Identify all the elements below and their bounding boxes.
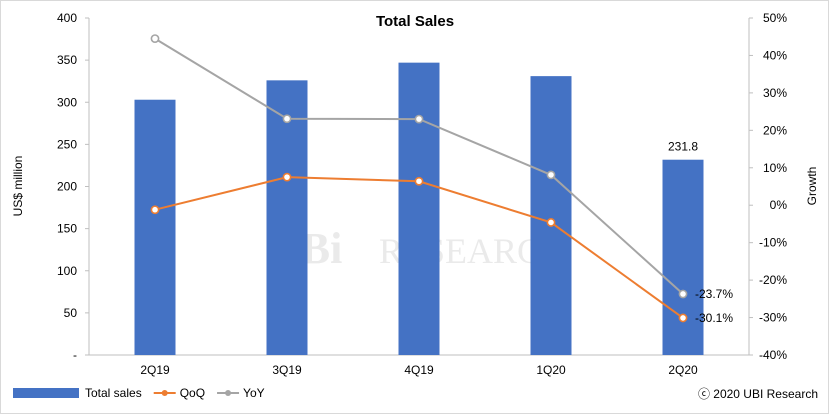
y-left-tick-label: 150 [57,222,77,236]
x-tick-label: 4Q19 [404,363,434,377]
point-qoq [546,218,556,227]
y-right-tick-label: 10% [763,161,787,175]
legend-swatch-marker [161,390,168,396]
bar [134,99,176,355]
point-qoq [282,172,292,182]
y-axis-right-label: Growth [805,167,819,206]
y-right-tick-label: 30% [763,86,787,100]
x-tick-label: 2Q20 [668,363,698,377]
y-right-tick-label: 20% [763,123,787,137]
data-label: -30.1% [695,311,733,325]
legend-label: Total sales [85,386,142,400]
x-tick-label: 2Q19 [140,363,170,377]
y-right-tick-label: -30% [759,311,787,325]
legend: Total sales QoQ YoY [13,386,265,400]
y-left-tick-label: 350 [57,53,77,67]
y-right-tick-label: -40% [759,348,787,362]
data-labels: 231.8 -23.7% -30.1% [668,140,733,325]
y-left-tick-label: 100 [57,264,77,278]
bar [530,76,572,355]
x-tick-label: 1Q20 [536,363,566,377]
x-tick-label: 3Q19 [272,363,302,377]
y-right-tick-label: 50% [763,11,787,25]
point-qoq [414,176,424,186]
point-yoy [678,289,688,299]
data-label: 231.8 [668,140,698,154]
point-yoy [150,34,160,43]
legend-swatch-marker [225,390,232,396]
copyright-text: ⓒ 2020 UBI Research [698,387,818,401]
y-right-tick-label: -20% [759,273,787,287]
point-yoy [282,114,292,124]
y-right-tick-label: 0% [770,198,788,212]
y-right-tick-label: -10% [759,236,787,250]
y-left-tick-label: 300 [57,95,77,109]
point-yoy [546,170,556,180]
y-axis-left-label: US$ million [11,156,25,217]
bar [662,159,704,355]
legend-label: YoY [243,386,265,400]
y-left-tick-label: 200 [57,180,77,194]
y-left-tick-label: 400 [57,11,77,25]
point-qoq [150,205,160,215]
bars [134,62,704,356]
series-lines [150,34,688,323]
point-yoy [414,114,424,124]
y-left-tick-label: 50 [64,306,78,320]
legend-label: QoQ [180,386,205,400]
data-label: -23.7% [695,287,733,301]
y-left-tick-label: - [73,348,77,362]
y-left-tick-label: 250 [57,137,77,151]
axes: - 50 100 150 200 250 300 350 400 -40% -30% -20% -10%… [57,11,787,377]
point-qoq [678,313,688,323]
bar [398,62,440,356]
y-right-tick-label: 40% [763,48,787,62]
bar [266,80,308,355]
legend-swatch-bar [13,388,79,398]
chart-title: Total Sales [376,13,454,30]
